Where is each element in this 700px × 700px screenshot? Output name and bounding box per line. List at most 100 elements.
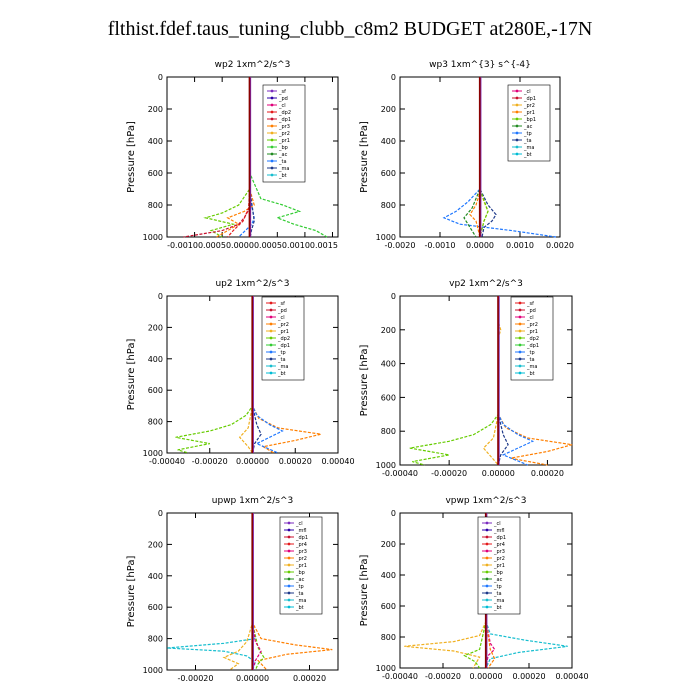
legend-marker bbox=[485, 528, 489, 532]
panel-2: wp3 1xm^{3} s^{-4} 0 200 400 600 800 1000 Press… bbox=[359, 60, 574, 250]
panel-title: upwp 1xm^2/s^3 bbox=[212, 496, 293, 506]
y-axis-label: Pressure [hPa] bbox=[126, 339, 137, 411]
legend-label: _bt bbox=[523, 152, 532, 158]
series-line bbox=[238, 296, 254, 454]
y-tick-label: 800 bbox=[148, 635, 163, 644]
y-tick-label: 600 bbox=[381, 169, 396, 178]
legend-label: _ac bbox=[493, 577, 503, 583]
legend-marker bbox=[518, 329, 522, 333]
legend-marker bbox=[515, 145, 519, 149]
legend-marker bbox=[270, 138, 274, 142]
legend-marker bbox=[269, 357, 273, 361]
panel-1: wp2 1xm^2/s^3 0 200 400 600 800 1000 Pressure [… bbox=[126, 60, 339, 250]
legend-label: _mfl bbox=[493, 528, 505, 534]
x-tick-label: 0.0010 bbox=[506, 241, 534, 250]
legend-label: _bp bbox=[278, 145, 288, 151]
series-line bbox=[404, 513, 487, 669]
series-line bbox=[175, 296, 254, 454]
legend-label: _dp1 bbox=[278, 117, 291, 123]
legend-marker bbox=[270, 159, 274, 163]
legend-marker bbox=[270, 124, 274, 128]
x-tick-label: 0.00020 bbox=[512, 672, 545, 681]
axes-frame bbox=[166, 76, 339, 238]
y-tick-label: 1000 bbox=[143, 666, 163, 675]
legend-marker bbox=[287, 584, 291, 588]
legend-marker bbox=[269, 315, 273, 319]
y-tick-label: 0 bbox=[158, 73, 163, 82]
legend-label: _dp1 bbox=[526, 343, 539, 349]
legend-marker bbox=[287, 549, 291, 553]
legend-marker bbox=[515, 117, 519, 121]
legend-label: _pr1 bbox=[526, 329, 538, 335]
legend-marker bbox=[287, 577, 291, 581]
legend-label: _bp bbox=[295, 570, 305, 576]
legend-label: _ta bbox=[493, 591, 502, 597]
legend-label: _dp1 bbox=[277, 343, 290, 349]
legend-marker bbox=[515, 138, 519, 142]
y-tick-label: 0 bbox=[158, 292, 163, 301]
series-line bbox=[497, 296, 573, 466]
legend-marker bbox=[270, 131, 274, 135]
legend-marker bbox=[515, 103, 519, 107]
panel-title: up2 1xm^2/s^3 bbox=[215, 279, 289, 289]
legend-label: _ta bbox=[278, 159, 287, 165]
y-tick-label: 0 bbox=[391, 509, 396, 518]
y-tick-label: 800 bbox=[148, 201, 163, 210]
legend-label: _mfl bbox=[295, 528, 307, 534]
legend-marker bbox=[287, 598, 291, 602]
y-tick-label: 1000 bbox=[143, 449, 163, 458]
y-tick-label: 200 bbox=[148, 540, 163, 549]
panel-title: vp2 1xm^2/s^3 bbox=[449, 279, 523, 289]
y-tick-label: 400 bbox=[148, 137, 163, 146]
x-tick-label: -0.00040 bbox=[149, 457, 185, 466]
x-tick-label: 0.00020 bbox=[293, 674, 326, 683]
x-tick-label: -0.0010 bbox=[425, 241, 456, 250]
legend-marker bbox=[287, 542, 291, 546]
legend-label: _cl bbox=[526, 315, 534, 321]
legend-label: _sf bbox=[526, 301, 534, 307]
legend-label: _dp1 bbox=[493, 535, 506, 541]
y-tick-label: 600 bbox=[381, 602, 396, 611]
legend-marker bbox=[287, 563, 291, 567]
x-tick-label: -0.00040 bbox=[382, 672, 418, 681]
series-line bbox=[497, 296, 509, 466]
x-tick-label: 0.00000 bbox=[236, 457, 269, 466]
legend-label: _bt bbox=[277, 371, 286, 377]
panel-title: wp2 1xm^2/s^3 bbox=[215, 60, 291, 70]
legend-label: _pr2 bbox=[295, 556, 307, 562]
legend-marker bbox=[269, 336, 273, 340]
legend-label: _ta bbox=[526, 357, 535, 363]
legend-label: _cl bbox=[277, 315, 285, 321]
legend-marker bbox=[269, 364, 273, 368]
legend-marker bbox=[270, 145, 274, 149]
legend-label: _dp2 bbox=[526, 336, 539, 342]
legend-marker bbox=[485, 570, 489, 574]
legend-label: _ma bbox=[523, 145, 534, 151]
y-tick-label: 1000 bbox=[376, 233, 396, 242]
legend-marker bbox=[287, 570, 291, 574]
y-tick-label: 200 bbox=[148, 105, 163, 114]
x-tick-label: 0.00040 bbox=[321, 457, 354, 466]
x-tick-label: 0.00000 bbox=[236, 674, 269, 683]
series-line bbox=[227, 77, 251, 238]
legend-marker bbox=[485, 556, 489, 560]
y-axis-label: Pressure [hPa] bbox=[126, 121, 137, 193]
legend-marker bbox=[518, 308, 522, 312]
legend-marker bbox=[515, 131, 519, 135]
legend-marker bbox=[485, 598, 489, 602]
legend-marker bbox=[485, 521, 489, 525]
y-tick-label: 600 bbox=[148, 386, 163, 395]
axes-frame bbox=[399, 295, 573, 466]
legend-marker bbox=[287, 535, 291, 539]
x-tick-label: 0.0020 bbox=[546, 241, 574, 250]
legend-label: _pr1 bbox=[277, 329, 289, 335]
x-tick-label: -0.00020 bbox=[425, 672, 461, 681]
legend-label: _bt bbox=[526, 371, 535, 377]
panel-6: vpwp 1xm^2/s^3 0 200 400 600 800 1000 Pressure … bbox=[359, 496, 589, 681]
y-axis-label: Pressure [hPa] bbox=[126, 556, 137, 628]
legend-label: _ma bbox=[493, 598, 504, 604]
legend-marker bbox=[287, 556, 291, 560]
y-tick-label: 200 bbox=[148, 323, 163, 332]
legend-label: _tp bbox=[295, 584, 304, 590]
